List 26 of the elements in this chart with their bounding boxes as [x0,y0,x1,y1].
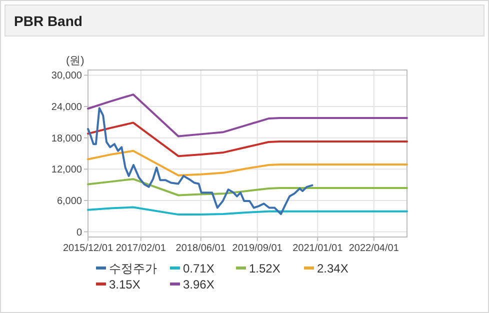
line-series [87,107,314,216]
line-series [87,94,408,138]
x-tick-label: 2018/06/01 [176,243,226,254]
legend-label: 0.71X [183,262,214,276]
legend-label: 1.52X [249,262,280,276]
y-tick-label: 6,000 [56,196,82,207]
y-tick-label: 24,000 [51,102,82,114]
y-tick-label: 30,000 [51,70,82,82]
x-tick-label: 2019/09/01 [232,243,283,254]
chart-title: PBR Band [14,13,82,29]
y-tick-label: 12,000 [51,164,82,176]
legend-label: 3.96X [183,278,214,292]
y-tick-label: 18,000 [51,133,82,144]
legend-label: 수정주가 [109,262,157,276]
x-tick-label: 2015/12/01 [62,243,114,254]
y-tick-label: 0 [76,227,82,238]
line-series [87,206,408,216]
legend-label: 3.15X [109,278,140,292]
x-tick-label: 2017/02/01 [116,243,166,254]
line-series [87,122,408,158]
x-tick-label: 2022/04/01 [348,243,400,254]
y-axis-title: (원) [66,55,84,67]
line-series [87,150,408,176]
legend-label: 2.34X [317,262,348,276]
line-series [87,178,408,196]
x-tick-label: 2021/01/01 [292,243,344,254]
